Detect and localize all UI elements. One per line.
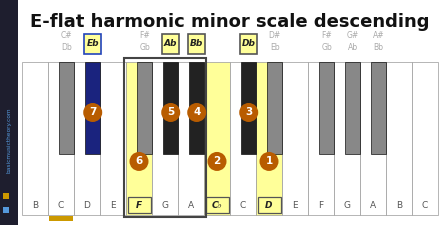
Bar [162,34,179,54]
Bar [3,193,9,199]
Bar [74,62,100,215]
Circle shape [161,103,180,122]
Text: Gb: Gb [139,43,150,52]
Text: C: C [58,200,64,209]
Text: Gb: Gb [321,43,332,52]
Text: C: C [422,200,428,209]
Bar [59,62,74,154]
Text: B: B [32,200,38,209]
Text: E: E [110,200,116,209]
Bar [0,0,18,225]
Text: D: D [84,200,91,209]
Bar [189,62,204,154]
Circle shape [187,103,206,122]
Bar [84,34,101,54]
Bar [188,34,205,54]
Bar [3,207,9,213]
Text: 3: 3 [245,108,253,117]
Bar [100,62,126,215]
Text: Ab: Ab [348,43,358,52]
Text: Bb: Bb [190,40,203,49]
Bar [163,62,178,154]
Text: Bb: Bb [374,43,384,52]
Bar [49,216,73,221]
Text: basicmusictheory.com: basicmusictheory.com [7,107,11,173]
Text: D#: D# [268,32,281,40]
Text: Eb: Eb [270,43,279,52]
Bar [256,62,282,215]
Text: C#: C# [61,32,73,40]
Bar [126,62,152,215]
Circle shape [83,103,102,122]
Bar [205,197,228,213]
Text: 4: 4 [193,108,200,117]
Bar [308,62,334,215]
Circle shape [260,152,279,171]
Text: Ab: Ab [164,40,177,49]
Text: Eb: Eb [86,40,99,49]
Circle shape [239,103,258,122]
Bar [85,62,100,154]
Text: 1: 1 [265,156,273,166]
Bar [345,62,360,154]
Circle shape [129,152,148,171]
Text: F: F [136,200,142,209]
Text: 6: 6 [136,156,143,166]
Bar [282,62,308,215]
Bar [240,34,257,54]
Text: E: E [292,200,298,209]
Circle shape [208,152,227,171]
Bar [124,58,206,217]
Text: A: A [370,200,376,209]
Text: A: A [188,200,194,209]
Bar [371,62,386,154]
Text: G: G [161,200,169,209]
Text: F: F [319,200,323,209]
Text: 7: 7 [89,108,96,117]
Text: G#: G# [347,32,359,40]
Bar [386,62,412,215]
Bar [334,62,360,215]
Text: 5: 5 [167,108,174,117]
Bar [48,62,74,215]
Text: B: B [396,200,402,209]
Bar [128,197,150,213]
Bar [412,62,438,215]
Bar [257,197,281,213]
Text: 2: 2 [213,156,220,166]
Bar [360,62,386,215]
Bar [267,62,282,154]
Text: A#: A# [373,32,385,40]
Bar [178,62,204,215]
Text: E-flat harmonic minor scale descending: E-flat harmonic minor scale descending [30,13,430,31]
Bar [319,62,334,154]
Bar [22,62,48,215]
Text: F#: F# [321,32,332,40]
Bar [204,62,230,215]
Bar [152,62,178,215]
Bar [230,62,256,215]
Bar [137,62,152,154]
Text: Db: Db [242,40,256,49]
Text: C♭: C♭ [212,200,223,209]
Text: F#: F# [139,32,150,40]
Text: Db: Db [61,43,72,52]
Text: C: C [240,200,246,209]
Bar [241,62,256,154]
Text: G: G [344,200,351,209]
Text: D: D [265,200,273,209]
